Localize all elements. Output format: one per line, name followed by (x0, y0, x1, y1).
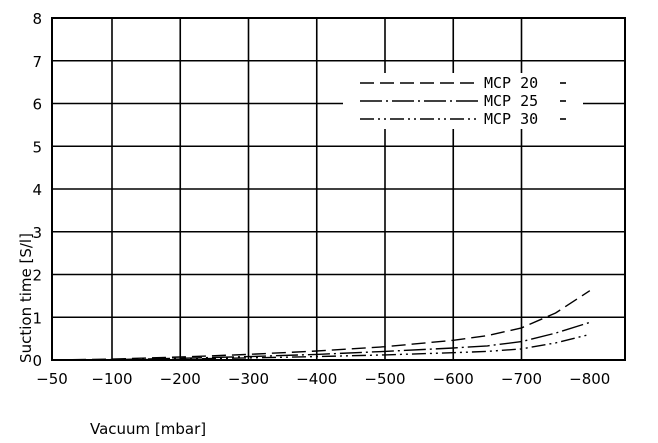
x-tick-300: −300 (228, 370, 269, 388)
x-tick-800: −800 (569, 370, 610, 388)
y-tick-2: 2 (32, 267, 42, 285)
y-tick-1: 1 (32, 309, 42, 327)
grid-lines (52, 18, 625, 360)
legend-label-mcp-25: MCP 25 (484, 92, 538, 110)
x-tick-500: −500 (364, 370, 405, 388)
plot-frame (51, 17, 626, 361)
y-tick-0: 0 (32, 352, 42, 370)
y-tick-7: 7 (32, 53, 42, 71)
x-tick-400: −400 (296, 370, 337, 388)
x-tick-600: −600 (433, 370, 474, 388)
x-tick-100: −100 (91, 370, 132, 388)
legend-label-mcp-30: MCP 30 (484, 110, 538, 128)
series-line-mcp-20 (51, 290, 591, 361)
series-line-mcp-30 (52, 333, 590, 361)
x-axis-title: Vacuum [mbar] (90, 420, 206, 438)
legend-label-mcp-20: MCP 20 (484, 74, 538, 92)
series-lines (51, 290, 591, 361)
y-tick-5: 5 (32, 138, 42, 156)
y-tick-labels: 0 1 2 3 4 5 6 7 8 (32, 10, 42, 370)
y-tick-3: 3 (32, 224, 42, 242)
x-tick-200: −200 (160, 370, 201, 388)
y-tick-4: 4 (32, 181, 42, 199)
series-line-mcp-25 (51, 321, 591, 361)
y-axis-title: Suction time [S/l] (17, 233, 35, 363)
x-tick-700: −700 (501, 370, 542, 388)
x-tick-50: −50 (36, 370, 68, 388)
y-tick-8: 8 (32, 10, 42, 28)
y-tick-6: 6 (32, 96, 42, 114)
x-tick-labels: −50 −100 −200 −300 −400 −500 −600 −700 −800 (36, 370, 610, 388)
